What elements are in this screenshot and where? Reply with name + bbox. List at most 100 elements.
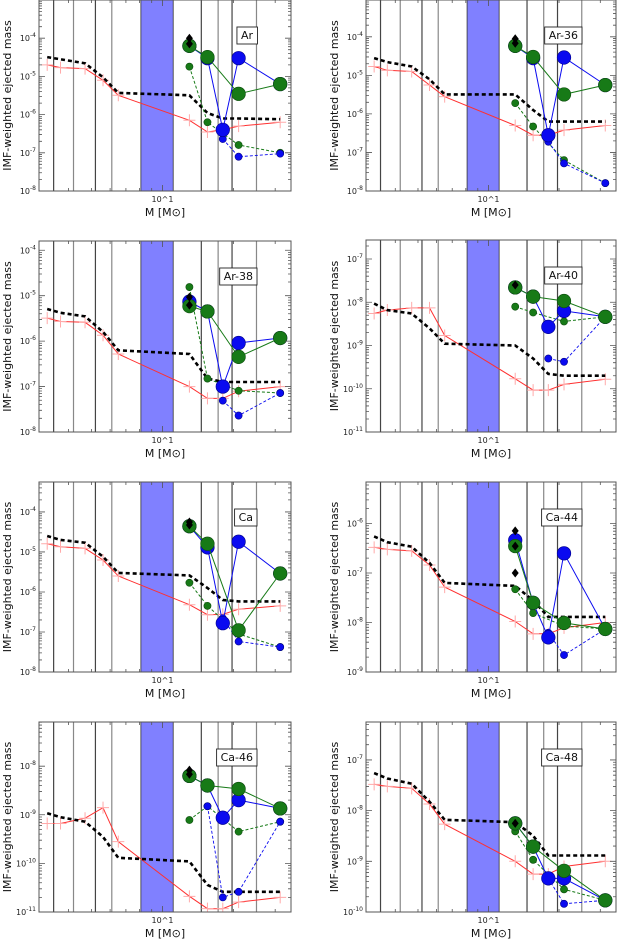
red-cross-marker xyxy=(423,301,436,314)
x-axis-label: M [M⊙] xyxy=(145,206,185,219)
y-tick-label: 10-10 xyxy=(16,857,36,868)
green-solid-large-marker xyxy=(231,86,246,101)
blue-solid-large-marker xyxy=(231,51,246,66)
y-tick-label: 10-11 xyxy=(16,906,36,917)
red-cross-marker xyxy=(183,890,196,903)
green-dashed-small-marker xyxy=(234,827,243,836)
blue-solid-large-marker xyxy=(556,546,572,561)
red-solid-crosses-line xyxy=(47,543,281,616)
green-solid-large-marker xyxy=(231,623,246,638)
y-axis-label: IMF-weighted ejected mass xyxy=(328,501,341,652)
y-tick-label: 10-7 xyxy=(20,147,36,158)
blue-dashed-small-line xyxy=(222,392,281,417)
y-tick-label: 10-11 xyxy=(343,426,363,437)
red-cross-marker xyxy=(183,114,196,127)
red-cross-marker xyxy=(527,129,540,142)
red-cross-marker xyxy=(274,891,287,904)
x-tick-label: 10^1 xyxy=(152,676,174,685)
black-diamond-marker xyxy=(185,300,193,310)
black-dashed-line xyxy=(46,307,281,384)
y-tick-label: 10-9 xyxy=(20,809,36,820)
red-cross-marker xyxy=(41,817,54,830)
black-diamond-marker xyxy=(185,769,193,779)
red-solid-crosses-line xyxy=(374,783,606,875)
blue-dashed-small-marker xyxy=(276,149,285,158)
green-dashed-small-marker xyxy=(529,609,538,617)
green-dashed-small-marker xyxy=(234,386,243,395)
green-solid-large-line xyxy=(514,45,606,95)
blue-dashed-small-marker xyxy=(560,651,568,659)
shaded-mass-band xyxy=(466,722,500,912)
red-cross-marker xyxy=(97,329,110,342)
shaded-mass-band xyxy=(466,240,500,432)
blue-dashed-small-marker xyxy=(544,354,553,363)
x-axis-label: M [M⊙] xyxy=(145,687,185,700)
black-dashed-line xyxy=(46,812,281,894)
red-cross-marker xyxy=(183,380,196,393)
y-tick-label: 10-5 xyxy=(20,290,36,301)
red-cross-marker xyxy=(509,372,522,385)
blue-solid-large-marker xyxy=(215,616,230,631)
black-diamond-marker xyxy=(511,280,519,290)
blue-dashed-small-marker xyxy=(276,817,285,826)
blue-dashed-small-marker xyxy=(234,411,243,420)
green-dashed-small-marker xyxy=(511,585,520,594)
red-cross-marker xyxy=(112,570,125,583)
black-dashed-line xyxy=(373,56,606,123)
blue-dashed-small-line xyxy=(222,138,281,158)
green-solid-large-marker xyxy=(273,76,288,92)
blue-dashed-small-marker xyxy=(234,637,243,646)
panel-label: Ca xyxy=(239,511,253,524)
red-cross-marker xyxy=(405,65,418,78)
red-cross-marker xyxy=(232,603,245,616)
green-solid-large-marker xyxy=(556,87,572,102)
black-diamond-marker xyxy=(185,33,193,43)
red-cross-marker xyxy=(201,126,214,139)
green-solid-large-line xyxy=(189,525,281,632)
plot-area xyxy=(368,0,613,191)
green-solid-large-line xyxy=(514,545,606,630)
panel-label-box xyxy=(544,266,583,285)
panel-label-box xyxy=(216,748,258,767)
y-tick-label: 10-5 xyxy=(20,70,36,81)
blue-dashed-small-line xyxy=(547,141,606,184)
plot-area xyxy=(41,722,288,912)
blue-solid-large-marker xyxy=(215,379,230,394)
green-dashed-small-marker xyxy=(529,122,538,131)
green-dashed-small-marker xyxy=(203,374,212,383)
blue-solid-large-marker xyxy=(231,534,246,549)
shaded-mass-band xyxy=(466,482,500,672)
green-dashed-small-marker xyxy=(560,317,568,326)
green-dashed-small-marker xyxy=(529,308,538,317)
blue-solid-large-marker xyxy=(541,871,556,886)
x-tick-label: 10^1 xyxy=(478,436,500,445)
green-solid-large-marker xyxy=(556,615,572,631)
y-tick-label: 10-7 xyxy=(347,567,363,578)
y-tick-label: 10-6 xyxy=(347,518,363,529)
blue-dashed-small-marker xyxy=(560,899,568,908)
blue-dashed-small-marker xyxy=(276,643,285,651)
panel-label-box xyxy=(544,26,583,45)
green-solid-large-marker xyxy=(200,536,215,551)
green-solid-large-marker xyxy=(526,49,541,65)
y-tick-label: 10-8 xyxy=(20,185,36,196)
blue-dashed-small-marker xyxy=(218,396,227,405)
red-cross-marker xyxy=(201,392,214,405)
red-cross-marker xyxy=(54,61,67,74)
green-dashed-small-marker xyxy=(185,578,194,587)
red-cross-marker xyxy=(79,316,92,329)
y-tick-label: 10-8 xyxy=(347,296,363,307)
black-dashed-line xyxy=(373,535,606,619)
red-cross-marker xyxy=(527,868,540,881)
blue-solid-large-marker xyxy=(215,810,230,825)
x-axis-label: M [M⊙] xyxy=(145,447,185,460)
black-dashed-line xyxy=(46,534,281,603)
red-cross-marker xyxy=(381,543,394,556)
plot-frame xyxy=(365,721,617,913)
blue-solid-large-marker xyxy=(541,630,556,645)
plot-area xyxy=(368,240,613,432)
red-cross-marker xyxy=(232,120,245,133)
y-tick-label: 10-6 xyxy=(20,335,36,346)
plot-area xyxy=(41,482,288,672)
blue-dashed-small-line xyxy=(547,878,606,905)
